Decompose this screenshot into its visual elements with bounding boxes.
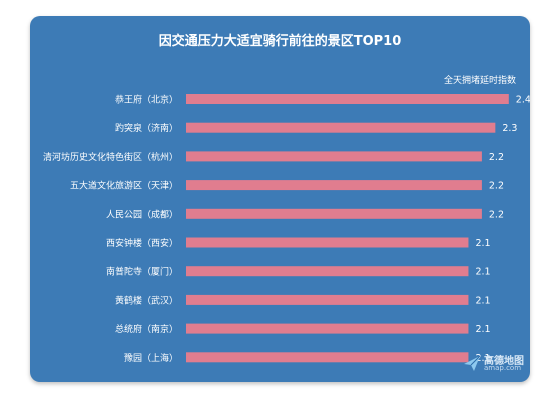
bar bbox=[186, 208, 482, 219]
data-label: 2.4 bbox=[516, 95, 530, 106]
category-label: 南普陀寺（厦门） bbox=[106, 266, 178, 278]
data-label: 2.1 bbox=[475, 238, 490, 249]
paper-plane-icon bbox=[464, 355, 481, 371]
data-label: 2.1 bbox=[475, 267, 490, 278]
category-label: 豫园（上海） bbox=[124, 352, 178, 364]
chart-card: 因交通压力大适宜骑行前往的景区TOP10 全天拥堵延时指数恭王府（北京） 2.4 趵… bbox=[30, 16, 530, 382]
bar bbox=[186, 352, 469, 363]
data-label: 2.2 bbox=[489, 152, 504, 163]
data-label: 2.3 bbox=[502, 123, 517, 134]
value-column-label: 全天拥堵延时指数 bbox=[444, 74, 516, 86]
category-label: 五大道文化旅游区（天津） bbox=[70, 180, 178, 192]
bar bbox=[186, 151, 482, 162]
category-label: 人民公园（成都） bbox=[106, 208, 178, 220]
bar bbox=[186, 323, 469, 334]
data-label: 2.2 bbox=[489, 181, 504, 192]
data-label: 2.1 bbox=[475, 324, 490, 335]
bar bbox=[186, 266, 469, 277]
bar bbox=[186, 122, 496, 133]
bar bbox=[186, 237, 469, 248]
bar bbox=[186, 180, 482, 191]
amap-watermark: 高德地图 amap.com bbox=[462, 351, 530, 375]
category-label: 恭王府（北京） bbox=[115, 94, 178, 106]
data-label: 2.1 bbox=[475, 295, 490, 306]
category-label: 总统府（南京） bbox=[115, 323, 178, 335]
data-label: 2.1 bbox=[475, 353, 490, 364]
bar bbox=[186, 294, 469, 305]
bar bbox=[186, 94, 509, 104]
chart-title: 因交通压力大适宜骑行前往的景区TOP10 bbox=[158, 34, 402, 49]
watermark-name: 高德地图 bbox=[484, 356, 524, 367]
data-label: 2.2 bbox=[489, 209, 504, 220]
category-label: 清河坊历史文化特色街区（杭州） bbox=[43, 151, 178, 163]
category-label: 黄鹤楼（武汉） bbox=[115, 294, 178, 306]
category-label: 西安钟楼（西安） bbox=[106, 237, 178, 249]
category-label: 趵突泉（济南） bbox=[115, 122, 178, 134]
watermark-domain: amap.com bbox=[484, 364, 522, 372]
